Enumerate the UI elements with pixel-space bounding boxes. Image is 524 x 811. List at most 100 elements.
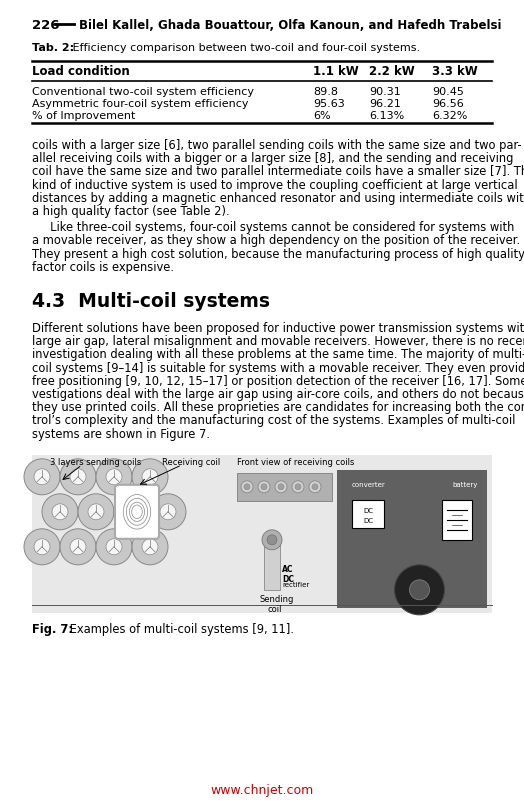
Circle shape (160, 504, 176, 520)
Text: allel receiving coils with a bigger or a larger size [8], and the sending and re: allel receiving coils with a bigger or a… (32, 152, 514, 165)
Circle shape (106, 469, 122, 485)
Circle shape (258, 481, 270, 493)
Text: trol’s complexity and the manufacturing cost of the systems. Examples of multi-c: trol’s complexity and the manufacturing … (32, 414, 516, 427)
Text: large air gap, lateral misalignment and movable receivers. However, there is no : large air gap, lateral misalignment and … (32, 335, 524, 348)
Text: investigation dealing with all these problems at the same time. The majority of : investigation dealing with all these pro… (32, 349, 524, 362)
Text: a movable receiver, as they show a high dependency on the position of the receiv: a movable receiver, as they show a high … (32, 234, 520, 247)
Circle shape (70, 469, 86, 485)
Circle shape (309, 481, 321, 493)
Circle shape (42, 494, 78, 530)
Circle shape (96, 459, 132, 495)
Bar (352, 500, 384, 528)
Circle shape (70, 539, 86, 555)
Circle shape (267, 534, 277, 545)
Circle shape (114, 494, 150, 530)
Circle shape (142, 469, 158, 485)
Text: they use printed coils. All these proprieties are candidates for increasing both: they use printed coils. All these propri… (32, 401, 524, 414)
Text: factor coils is expensive.: factor coils is expensive. (32, 261, 174, 274)
Circle shape (24, 529, 60, 564)
Text: Receiving coil: Receiving coil (162, 457, 220, 467)
Circle shape (34, 539, 50, 555)
Text: 6%: 6% (313, 111, 331, 121)
Text: % of Improvement: % of Improvement (32, 111, 135, 121)
Text: 6.13%: 6.13% (369, 111, 404, 121)
Text: 90.31: 90.31 (369, 87, 401, 97)
Circle shape (409, 580, 430, 600)
Circle shape (241, 481, 253, 493)
Text: 4.3  Multi-coil systems: 4.3 Multi-coil systems (32, 292, 270, 311)
Circle shape (261, 484, 267, 490)
Text: coils with a larger size [6], two parallel sending coils with the same size and : coils with a larger size [6], two parall… (32, 139, 521, 152)
Text: Like three-coil systems, four-coil systems cannot be considered for systems with: Like three-coil systems, four-coil syste… (32, 221, 515, 234)
Text: Load condition: Load condition (32, 65, 130, 78)
Circle shape (52, 504, 68, 520)
Circle shape (88, 504, 104, 520)
Text: 226: 226 (32, 19, 60, 32)
Circle shape (292, 481, 304, 493)
Circle shape (295, 484, 301, 490)
Text: DC: DC (363, 517, 373, 524)
Text: Fig. 7:: Fig. 7: (32, 623, 73, 636)
Text: 1.1 kW: 1.1 kW (313, 65, 359, 78)
Circle shape (24, 459, 60, 495)
Text: 6.32%: 6.32% (432, 111, 467, 121)
Text: Tab. 2:: Tab. 2: (32, 43, 74, 53)
Circle shape (244, 484, 250, 490)
Text: coil systems [9–14] is suitable for systems with a movable receiver. They even p: coil systems [9–14] is suitable for syst… (32, 362, 524, 375)
Text: 96.21: 96.21 (369, 99, 401, 109)
Text: kind of inductive system is used to improve the coupling coefficient at large ve: kind of inductive system is used to impr… (32, 178, 518, 191)
Circle shape (312, 484, 318, 490)
Text: 89.8: 89.8 (313, 87, 338, 97)
Text: DC: DC (282, 575, 294, 584)
Circle shape (78, 494, 114, 530)
Circle shape (124, 504, 140, 520)
Text: DC: DC (363, 508, 373, 514)
Text: Asymmetric four-coil system efficiency: Asymmetric four-coil system efficiency (32, 99, 248, 109)
Text: systems are shown in Figure 7.: systems are shown in Figure 7. (32, 427, 210, 440)
Circle shape (395, 564, 444, 615)
Text: 95.63: 95.63 (313, 99, 345, 109)
Circle shape (132, 529, 168, 564)
Circle shape (278, 484, 284, 490)
Text: 2.2 kW: 2.2 kW (369, 65, 415, 78)
FancyBboxPatch shape (115, 485, 159, 539)
Text: converter: converter (352, 482, 386, 487)
Circle shape (96, 529, 132, 564)
Text: 3 layers sending coils: 3 layers sending coils (50, 457, 141, 467)
Text: AC: AC (282, 564, 293, 574)
Bar (442, 500, 472, 540)
Text: rectifier: rectifier (282, 581, 309, 588)
Circle shape (275, 481, 287, 493)
Circle shape (132, 459, 168, 495)
Text: Different solutions have been proposed for inductive power transmission systems : Different solutions have been proposed f… (32, 322, 524, 335)
Text: Efficiency comparison between two-coil and four-coil systems.: Efficiency comparison between two-coil a… (69, 43, 420, 53)
Text: Sending: Sending (260, 594, 294, 604)
Circle shape (262, 530, 282, 550)
Text: distances by adding a magnetic enhanced resonator and using intermediate coils w: distances by adding a magnetic enhanced … (32, 191, 524, 205)
Text: Examples of multi-coil systems [9, 11].: Examples of multi-coil systems [9, 11]. (66, 623, 294, 636)
Text: battery: battery (452, 482, 477, 487)
Circle shape (150, 494, 186, 530)
Text: They present a high cost solution, because the manufacturing process of high qua: They present a high cost solution, becau… (32, 247, 524, 260)
Text: Bilel Kallel, Ghada Bouattour, Olfa Kanoun, and Hafedh Trabelsi: Bilel Kallel, Ghada Bouattour, Olfa Kano… (79, 19, 501, 32)
Text: 96.56: 96.56 (432, 99, 464, 109)
Bar (264, 545, 280, 590)
Bar (32, 455, 492, 613)
Circle shape (34, 469, 50, 485)
Text: 3.3 kW: 3.3 kW (432, 65, 478, 78)
Text: coil have the same size and two parallel intermediate coils have a smaller size : coil have the same size and two parallel… (32, 165, 524, 178)
Text: coil: coil (267, 605, 281, 614)
Circle shape (60, 459, 96, 495)
Circle shape (142, 539, 158, 555)
Text: 90.45: 90.45 (432, 87, 464, 97)
Bar (337, 470, 487, 607)
Circle shape (60, 529, 96, 564)
Circle shape (106, 539, 122, 555)
Text: Conventional two-coil system efficiency: Conventional two-coil system efficiency (32, 87, 254, 97)
Text: Front view of receiving coils: Front view of receiving coils (237, 457, 354, 467)
Bar (237, 473, 332, 501)
Text: free positioning [9, 10, 12, 15–17] or position detection of the receiver [16, 1: free positioning [9, 10, 12, 15–17] or p… (32, 375, 524, 388)
Text: a high quality factor (see Table 2).: a high quality factor (see Table 2). (32, 205, 230, 218)
Text: vestigations deal with the large air gap using air-core coils, and others do not: vestigations deal with the large air gap… (32, 388, 524, 401)
Text: www.chnjet.com: www.chnjet.com (210, 784, 314, 797)
